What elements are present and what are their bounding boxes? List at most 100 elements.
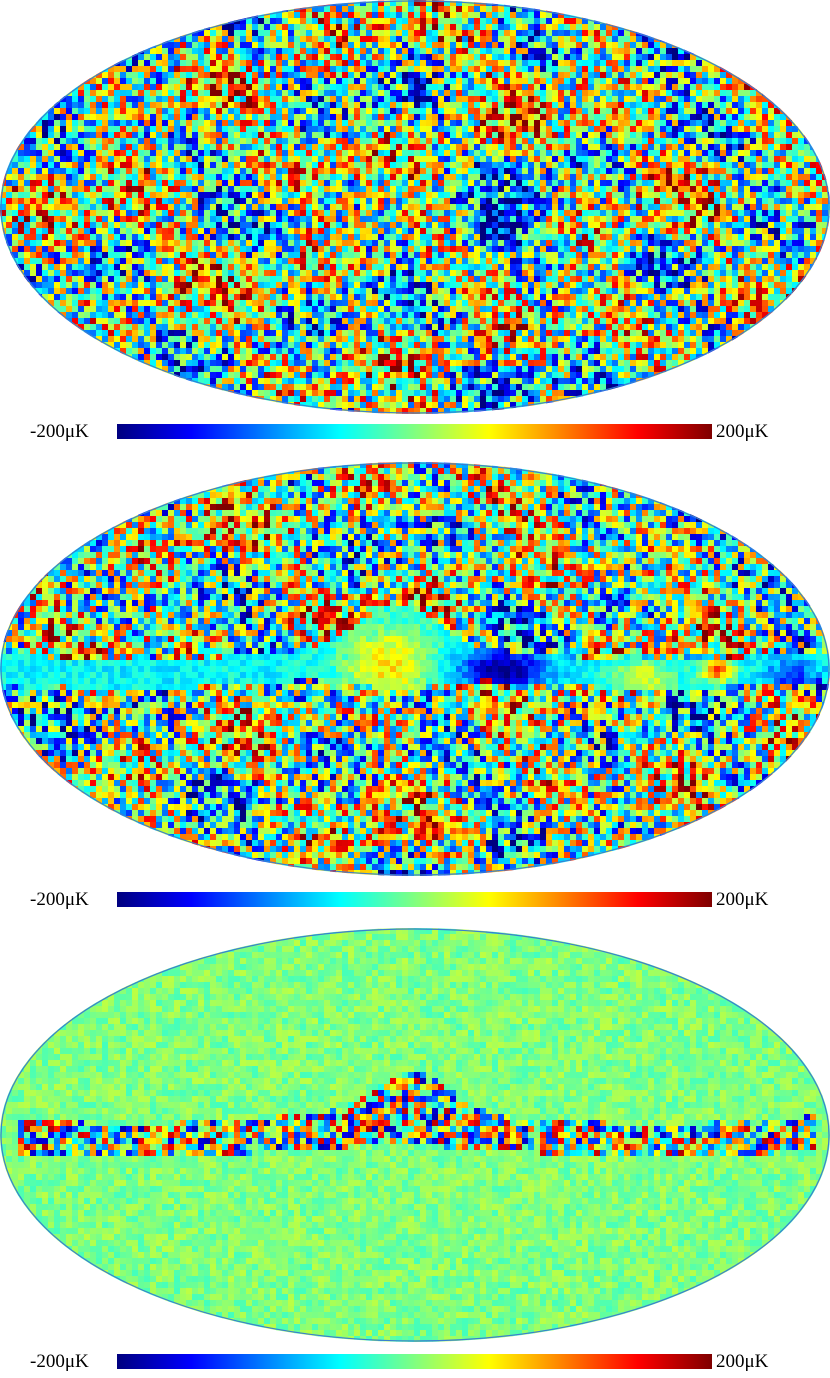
map-pixel bbox=[312, 108, 319, 115]
map-pixel bbox=[498, 48, 505, 55]
map-pixel bbox=[594, 48, 601, 55]
map-pixel bbox=[270, 144, 277, 151]
map-pixel bbox=[348, 18, 355, 25]
map-pixel bbox=[492, 18, 499, 25]
map-pixel bbox=[24, 180, 31, 187]
map-pixel bbox=[270, 48, 277, 55]
map-pixel bbox=[414, 252, 421, 259]
map-pixel bbox=[390, 60, 397, 67]
map-pixel bbox=[636, 156, 643, 163]
map-pixel bbox=[426, 162, 433, 169]
map-pixel bbox=[72, 174, 79, 181]
map-pixel bbox=[222, 78, 229, 85]
map-pixel bbox=[636, 48, 643, 55]
map-pixel bbox=[774, 156, 781, 163]
map-pixel bbox=[342, 180, 349, 187]
map-pixel bbox=[42, 150, 49, 157]
map-pixel bbox=[258, 180, 265, 187]
map-pixel bbox=[390, 180, 397, 187]
map-pixel bbox=[156, 96, 163, 103]
map-pixel bbox=[660, 48, 667, 55]
map-pixel bbox=[660, 228, 667, 235]
map-pixel bbox=[330, 120, 337, 127]
map-pixel bbox=[324, 198, 331, 205]
map-pixel bbox=[546, 210, 553, 217]
map-pixel bbox=[732, 180, 739, 187]
map-pixel bbox=[534, 174, 541, 181]
map-pixel bbox=[240, 108, 247, 115]
map-pixel bbox=[474, 30, 481, 37]
map-pixel bbox=[642, 48, 649, 55]
map-pixel bbox=[780, 162, 787, 169]
map-pixel bbox=[666, 36, 673, 43]
map-pixel bbox=[696, 114, 703, 121]
map-pixel bbox=[774, 204, 781, 211]
map-pixel bbox=[240, 72, 247, 79]
map-pixel bbox=[582, 12, 589, 19]
map-pixel bbox=[738, 216, 745, 223]
map-pixel bbox=[234, 72, 241, 79]
map-pixel bbox=[738, 222, 745, 229]
map-pixel bbox=[726, 186, 733, 193]
map-pixel bbox=[564, 192, 571, 199]
map-pixel bbox=[150, 198, 157, 205]
map-pixel bbox=[570, 78, 577, 85]
map-pixel bbox=[738, 246, 745, 253]
map-pixel bbox=[366, 36, 373, 43]
map-pixel bbox=[372, 240, 379, 247]
map-pixel bbox=[228, 36, 235, 43]
map-pixel bbox=[366, 144, 373, 151]
map-pixel bbox=[150, 234, 157, 241]
map-pixel bbox=[576, 228, 583, 235]
map-pixel bbox=[300, 252, 307, 259]
map-pixel bbox=[294, 60, 301, 67]
map-pixel bbox=[744, 204, 751, 211]
map-pixel bbox=[174, 192, 181, 199]
map-pixel bbox=[714, 162, 721, 169]
map-pixel bbox=[48, 252, 55, 259]
map-pixel bbox=[468, 90, 475, 97]
map-pixel bbox=[72, 108, 79, 115]
map-pixel bbox=[114, 222, 121, 229]
map-pixel bbox=[132, 78, 139, 85]
map-pixel bbox=[558, 42, 565, 49]
map-pixel bbox=[114, 90, 121, 97]
map-pixel bbox=[786, 180, 793, 187]
map-pixel bbox=[624, 72, 631, 79]
map-pixel bbox=[150, 162, 157, 169]
map-pixel bbox=[390, 234, 397, 241]
map-pixel bbox=[486, 54, 493, 61]
map-pixel bbox=[30, 180, 37, 187]
map-pixel bbox=[264, 96, 271, 103]
map-pixel bbox=[492, 78, 499, 85]
map-pixel bbox=[156, 102, 163, 109]
map-pixel bbox=[198, 114, 205, 121]
map-pixel bbox=[18, 204, 25, 211]
map-pixel bbox=[96, 240, 103, 247]
map-pixel bbox=[216, 60, 223, 67]
map-pixel bbox=[324, 72, 331, 79]
map-pixel bbox=[402, 120, 409, 127]
map-pixel bbox=[564, 78, 571, 85]
map-pixel bbox=[438, 66, 445, 73]
map-pixel bbox=[144, 228, 151, 235]
map-pixel bbox=[270, 66, 277, 73]
map-pixel bbox=[546, 168, 553, 175]
map-pixel bbox=[270, 156, 277, 163]
map-pixel bbox=[354, 174, 361, 181]
map-pixel bbox=[246, 60, 253, 67]
map-pixel bbox=[606, 60, 613, 67]
map-pixel bbox=[522, 18, 529, 25]
map-pixel bbox=[612, 114, 619, 121]
map-pixel bbox=[300, 102, 307, 109]
map-pixel bbox=[474, 228, 481, 235]
map-pixel bbox=[60, 198, 67, 205]
map-pixel bbox=[654, 222, 661, 229]
map-pixel bbox=[246, 108, 253, 115]
map-pixel bbox=[264, 84, 271, 91]
map-pixel bbox=[798, 156, 805, 163]
map-pixel bbox=[204, 60, 211, 67]
map-pixel bbox=[150, 222, 157, 229]
map-pixel bbox=[696, 210, 703, 217]
map-pixel bbox=[450, 222, 457, 229]
